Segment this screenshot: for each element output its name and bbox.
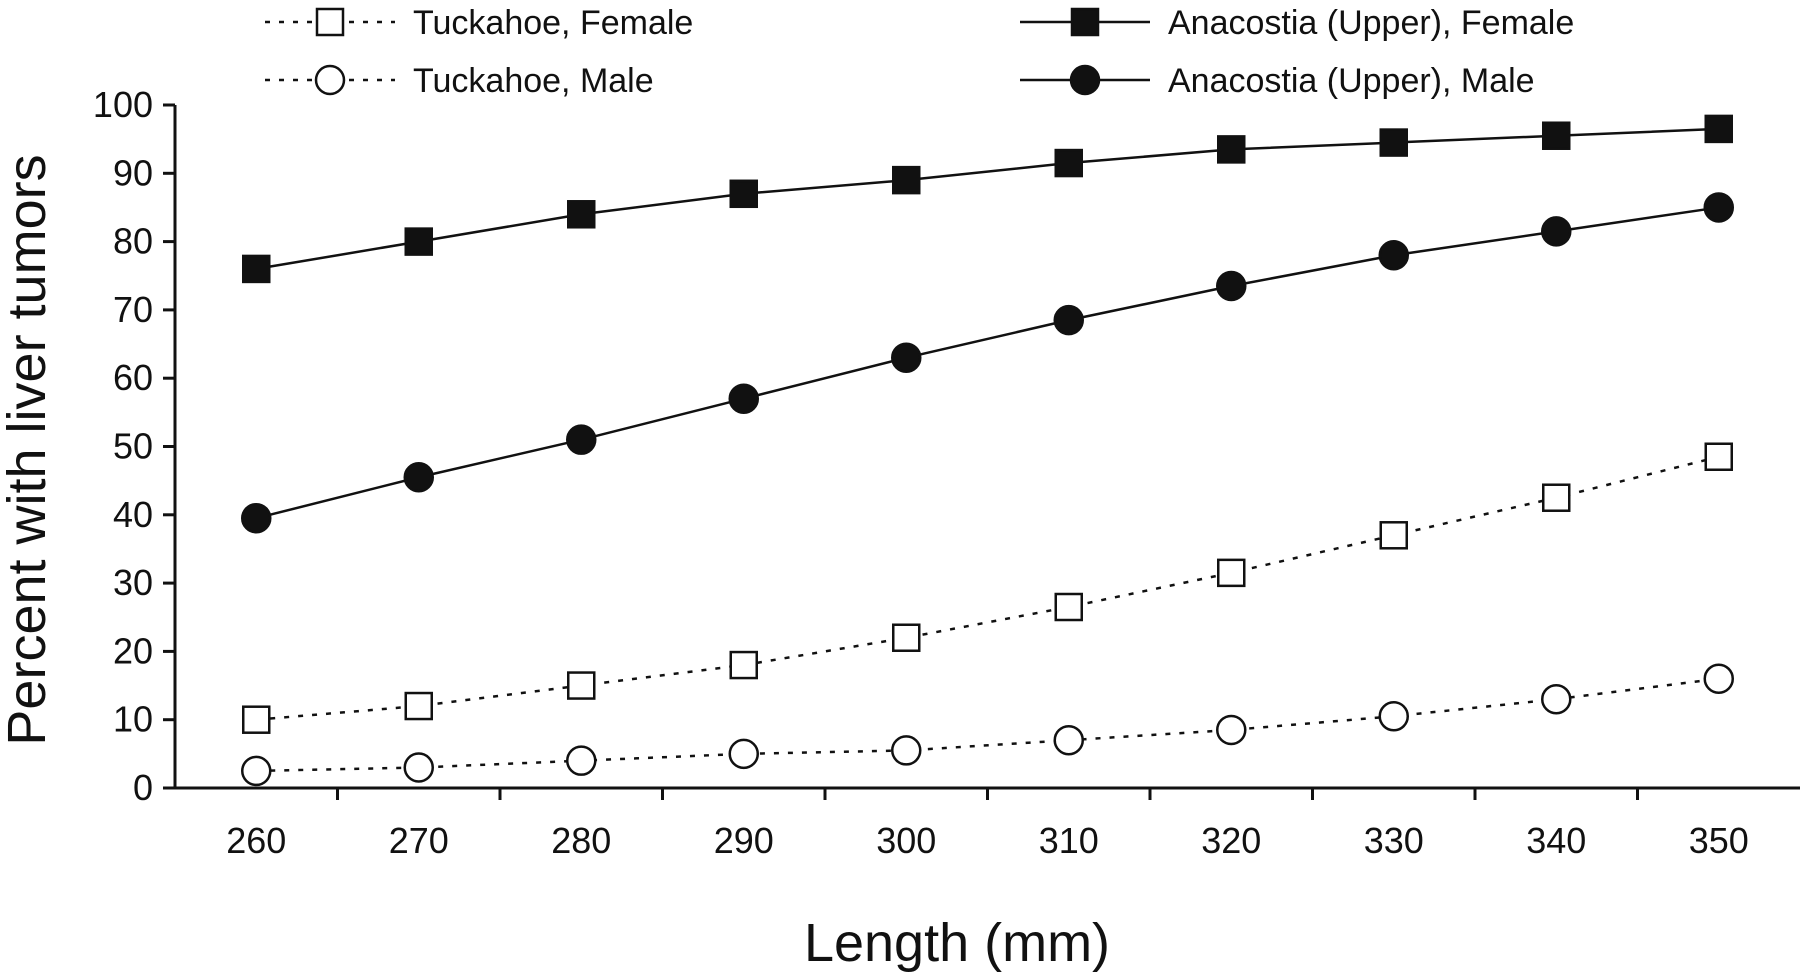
data-point [1053, 304, 1084, 336]
data-point [567, 200, 596, 229]
data-point [1217, 135, 1246, 164]
data-point [241, 755, 272, 787]
data-point [728, 738, 759, 770]
y-tick-label: 50 [113, 426, 153, 467]
y-tick-label: 0 [133, 767, 153, 808]
data-point [403, 752, 434, 783]
series-0 [242, 442, 1733, 734]
legend-marker [1070, 7, 1100, 37]
data-point [729, 179, 758, 209]
y-tick-label: 40 [113, 494, 153, 535]
data-point [1054, 592, 1083, 622]
data-point [1054, 148, 1083, 178]
data-point [241, 502, 272, 534]
x-tick-label: 350 [1689, 820, 1749, 861]
series-line [256, 677, 1719, 773]
x-tick-label: 320 [1201, 820, 1261, 861]
data-point [1378, 240, 1409, 271]
x-tick-label: 300 [876, 820, 936, 861]
y-tick-label: 100 [93, 84, 153, 125]
data-point [1541, 216, 1572, 247]
data-point [566, 745, 597, 776]
data-point [1053, 724, 1084, 756]
legend-item: Tuckahoe, Male [265, 62, 654, 100]
series-line [255, 206, 1719, 520]
series-1 [241, 663, 1734, 787]
y-tick-label: 30 [113, 562, 153, 603]
data-point [729, 650, 758, 680]
data-point [1379, 521, 1408, 550]
data-point [1704, 442, 1733, 471]
data-point [404, 227, 433, 256]
data-point [566, 424, 597, 455]
data-point [1542, 121, 1571, 150]
x-tick-label: 280 [551, 820, 611, 861]
data-point [892, 165, 921, 195]
y-tick-label: 70 [113, 289, 153, 330]
data-point [1379, 128, 1408, 157]
legend-item: Anacostia (Upper), Male [1020, 62, 1535, 100]
y-tick-label: 90 [113, 152, 153, 193]
series-2 [242, 114, 1733, 284]
data-point [1542, 483, 1571, 512]
series-3 [241, 192, 1734, 534]
legend-label: Tuckahoe, Male [413, 62, 654, 100]
legend-marker [315, 7, 345, 37]
data-point [567, 671, 596, 700]
axes: 0 10 20 30 40 50 60 70 80 90 100 260 270 280 290 300 310… [93, 84, 1800, 861]
series-line [256, 127, 1719, 271]
series-layer [241, 114, 1734, 787]
x-tick-label: 310 [1039, 820, 1099, 861]
x-tick-label: 340 [1526, 820, 1586, 861]
x-tick-label: 330 [1364, 820, 1424, 861]
y-tick-label: 60 [113, 357, 153, 398]
legend-label: Tuckahoe, Female [413, 4, 693, 42]
data-point [1703, 192, 1734, 223]
data-point [404, 691, 433, 721]
x-tick-label: 260 [226, 820, 286, 861]
y-axis-title: Percent with liver tumors [0, 154, 57, 745]
legend: Tuckahoe, Female Tuckahoe, Male Anacostia … [265, 4, 1574, 100]
y-tick-label: 10 [113, 699, 153, 740]
data-point [728, 383, 759, 414]
legend-label: Anacostia (Upper), Male [1168, 62, 1535, 100]
legend-item: Anacostia (Upper), Female [1020, 4, 1574, 42]
legend-item: Tuckahoe, Female [265, 4, 693, 42]
data-point [403, 461, 434, 493]
data-point [1703, 663, 1734, 694]
legend-marker [1069, 64, 1101, 96]
data-point [1378, 701, 1409, 732]
data-point [891, 342, 922, 373]
data-point [242, 705, 271, 734]
data-point [1541, 683, 1572, 715]
y-tick-label: 20 [113, 630, 153, 671]
series-line [256, 455, 1720, 721]
x-tick-label: 290 [714, 820, 774, 861]
data-point [892, 623, 921, 652]
x-tick-label: 270 [389, 820, 449, 861]
legend-marker [314, 64, 346, 96]
legend-label: Anacostia (Upper), Female [1168, 4, 1574, 42]
data-point [1704, 114, 1733, 144]
data-point [891, 735, 922, 766]
data-point [1217, 558, 1246, 588]
x-axis-title: Length (mm) [804, 913, 1110, 973]
data-point [1216, 714, 1247, 746]
data-point [1216, 270, 1247, 302]
y-tick-label: 80 [113, 221, 153, 262]
data-point [242, 254, 271, 284]
